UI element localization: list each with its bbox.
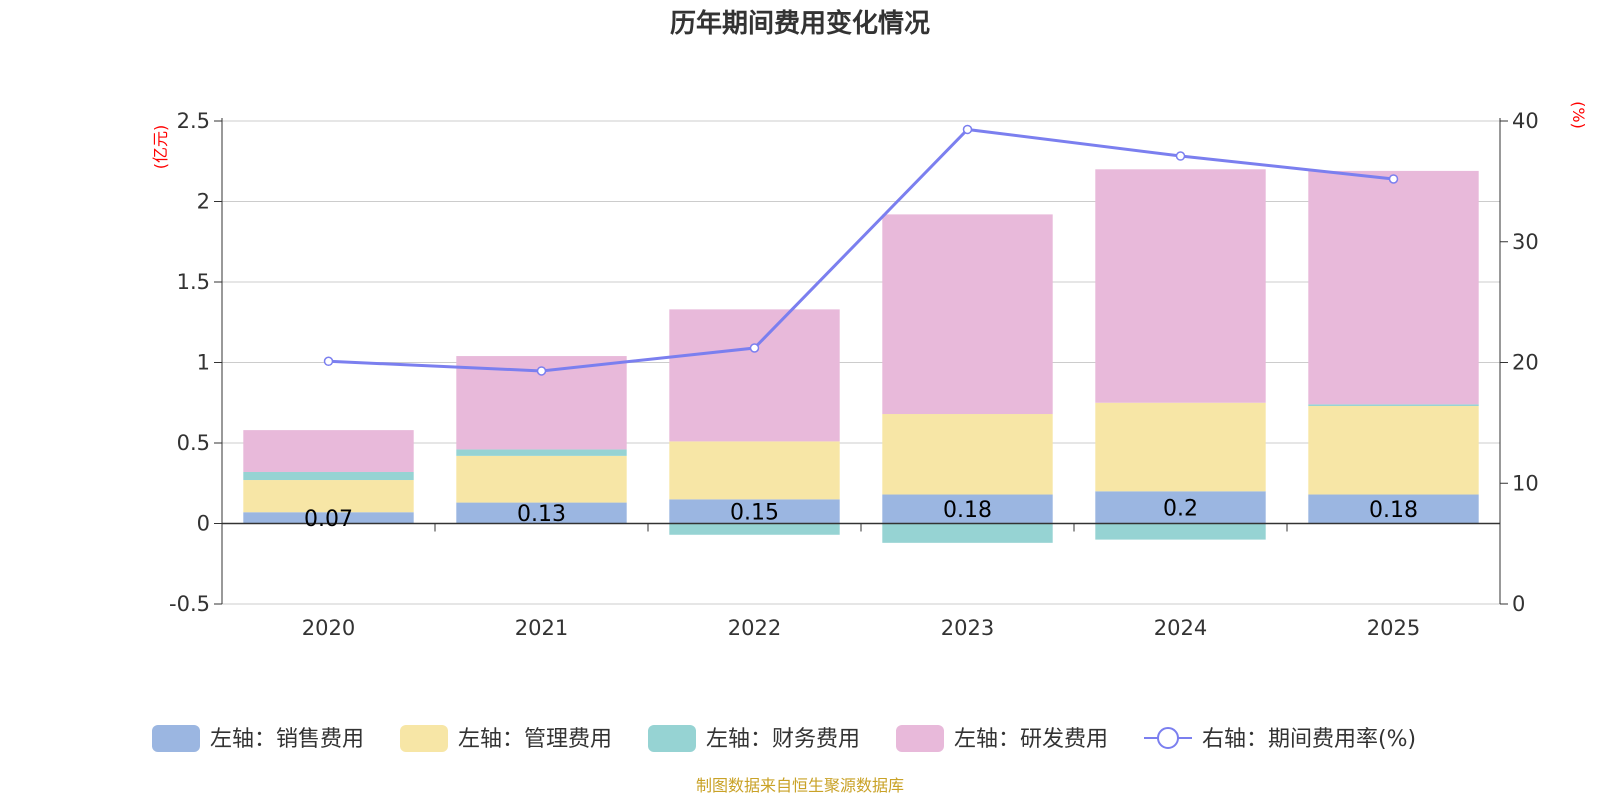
bar-segment [882, 494, 1053, 524]
legend-swatch [152, 725, 200, 752]
x-tick-label: 2025 [1367, 616, 1420, 640]
left-tick-label: 1 [197, 351, 210, 375]
bar-segment [243, 512, 414, 524]
bar-data-label: 0.07 [304, 507, 353, 532]
left-tick-label: 0.5 [177, 431, 210, 455]
legend-swatch [648, 725, 696, 752]
bar-segment [456, 502, 627, 524]
rate-point [962, 124, 973, 135]
bar-data-label: 0.2 [1163, 496, 1198, 521]
rate-point [749, 343, 760, 353]
grid [222, 120, 1500, 605]
rate-point [536, 366, 547, 376]
x-tick-label: 2021 [515, 616, 568, 640]
right-axis-unit: (%) [1569, 101, 1588, 129]
legend-swatch [896, 725, 944, 752]
bar-segment [1308, 405, 1479, 495]
left-tick-label: 1.5 [177, 270, 210, 294]
legend-label: 左轴：财务费用 [706, 727, 860, 752]
rate-point [1388, 174, 1399, 184]
bar-segment [669, 523, 840, 535]
axes: -0.5 0 0.5 1 1.5 2 2.5 0 10 20 30 40 2020 2021 2022 202… [169, 109, 1539, 640]
bars [243, 169, 1479, 543]
bar-segment [1308, 494, 1479, 524]
left-tick-label: 0 [197, 512, 210, 536]
rate-point [323, 356, 334, 367]
left-tick-label: -0.5 [169, 592, 210, 616]
x-tick-label: 2020 [302, 616, 355, 640]
bar-segment [243, 480, 414, 513]
source-note: 制图数据来自恒生聚源数据库 [696, 776, 904, 795]
bar-segment [882, 414, 1053, 495]
bar-data-label: 0.18 [943, 498, 992, 523]
right-tick-label: 40 [1512, 109, 1539, 133]
bar-segment [243, 430, 414, 472]
right-tick-label: 30 [1512, 230, 1539, 254]
bar-segment [456, 455, 627, 503]
legend-label: 左轴：研发费用 [954, 727, 1108, 752]
bar-segment [1095, 523, 1266, 540]
bar-data-label: 0.13 [517, 502, 566, 527]
bar-segment [1308, 404, 1479, 406]
right-tick-label: 10 [1512, 471, 1539, 495]
right-tick-label: 20 [1512, 351, 1539, 375]
x-tick-label: 2023 [941, 616, 994, 640]
rate-line [323, 124, 1399, 376]
bar-segment [1095, 402, 1266, 492]
bar-segment [1095, 491, 1266, 524]
x-tick-label: 2024 [1154, 616, 1207, 640]
bar-segment [456, 449, 627, 456]
legend: 左轴：销售费用 左轴：管理费用 左轴：财务费用 左轴：研发费用 右轴：期间费用率(%) [152, 725, 1416, 752]
left-tick-label: 2 [197, 190, 210, 214]
legend-label: 左轴：销售费用 [210, 727, 364, 752]
legend-swatch [400, 725, 448, 752]
data-labels: 0.07 0.13 0.15 0.18 0.2 0.18 [304, 496, 1418, 531]
bar-data-label: 0.18 [1369, 498, 1418, 523]
legend-marker [1157, 727, 1179, 749]
rate-point [1175, 151, 1186, 161]
x-tick-label: 2022 [728, 616, 781, 640]
legend-label: 右轴：期间费用率(%) [1202, 727, 1416, 752]
bar-segment [243, 471, 414, 481]
rate-line-path [328, 127, 1394, 373]
bar-segment [669, 441, 840, 500]
left-axis-unit: (亿元) [151, 125, 170, 170]
chart-title: 历年期间费用变化情况 [670, 8, 930, 39]
left-tick-label: 2.5 [177, 109, 210, 133]
bar-segment [882, 523, 1053, 543]
bar-data-label: 0.15 [730, 500, 779, 525]
bar-segment [1095, 169, 1266, 403]
bar-segment [882, 214, 1053, 415]
bar-segment [669, 309, 840, 442]
bar-segment [1308, 170, 1479, 405]
bar-segment [669, 499, 840, 524]
legend-label: 左轴：管理费用 [458, 727, 612, 752]
right-tick-label: 0 [1512, 592, 1525, 616]
